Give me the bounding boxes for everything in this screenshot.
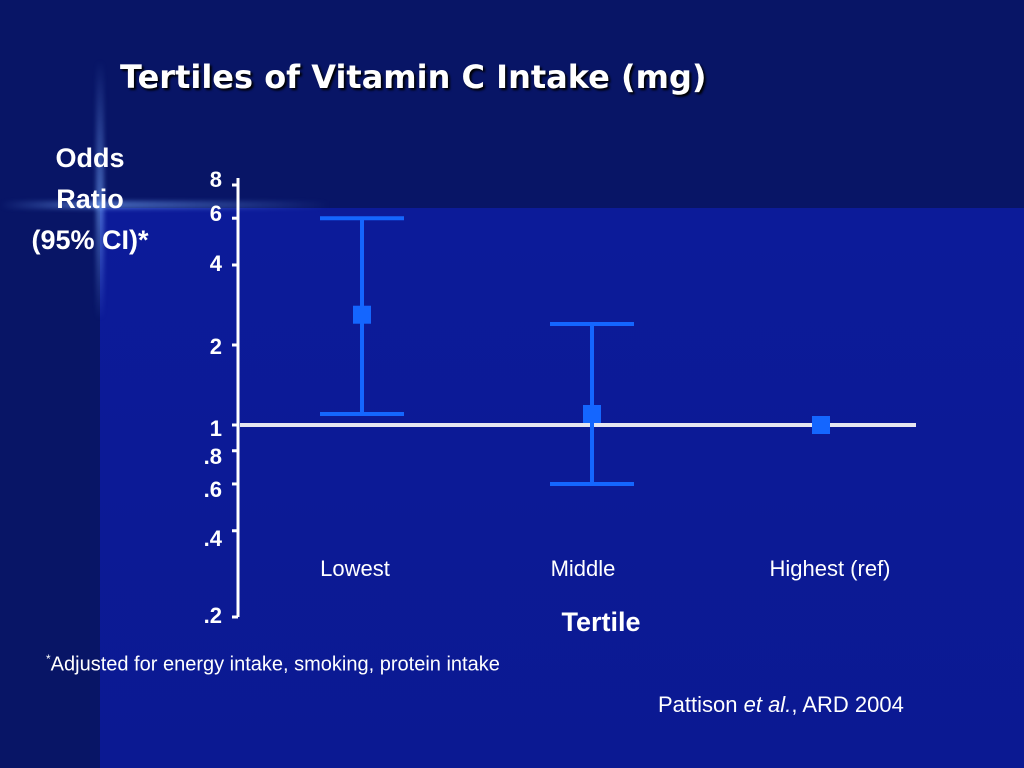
y-tick-label: .8 xyxy=(204,444,222,469)
y-axis: 8 6 4 2 1 .8 .6 .4 .2 xyxy=(204,167,240,628)
y-tick-label: .2 xyxy=(204,603,222,628)
footnote-text: Adjusted for energy intake, smoking, pro… xyxy=(50,653,500,676)
y-tick-label: 4 xyxy=(210,251,223,276)
footnote-mark: * xyxy=(46,652,51,666)
x-axis-label: Tertile xyxy=(561,607,640,637)
decorative-glow-horizontal xyxy=(0,201,330,209)
decorative-glow-vertical xyxy=(96,60,104,320)
data-point-marker xyxy=(812,416,830,434)
y-tick-label: 1 xyxy=(210,416,222,441)
x-category-label: Highest (ref) xyxy=(769,556,890,581)
y-tick-label: 8 xyxy=(210,167,222,192)
y-tick-label: .4 xyxy=(204,526,223,551)
data-point-marker xyxy=(353,305,371,324)
y-tick-label: 2 xyxy=(210,334,222,359)
y-tick-label: 6 xyxy=(210,201,222,226)
slide-top-band xyxy=(0,0,1024,208)
x-category-label: Middle xyxy=(551,556,616,581)
slide-left-band xyxy=(0,0,100,768)
slide-title: Tertiles of Vitamin C Intake (mg) xyxy=(120,58,707,96)
citation-author: Pattison xyxy=(658,692,744,717)
y-axis-label-line: Odds xyxy=(55,143,125,173)
y-tick-label: .6 xyxy=(204,477,222,502)
data-point-marker xyxy=(583,404,601,423)
citation-rest: , ARD 2004 xyxy=(791,692,904,717)
footnote: *Adjusted for energy intake, smoking, pr… xyxy=(46,652,500,677)
y-axis-label-line: (95% CI)* xyxy=(31,225,149,255)
y-axis-label-line: Ratio xyxy=(56,184,124,214)
x-category-labels: Lowest Middle Highest (ref) xyxy=(320,556,890,581)
x-category-label: Lowest xyxy=(320,556,390,581)
data-marks xyxy=(320,216,830,486)
citation: Pattison et al., ARD 2004 xyxy=(658,692,904,718)
y-axis-label: Odds Ratio (95% CI)* xyxy=(10,138,170,261)
citation-etal: et al. xyxy=(743,692,792,717)
